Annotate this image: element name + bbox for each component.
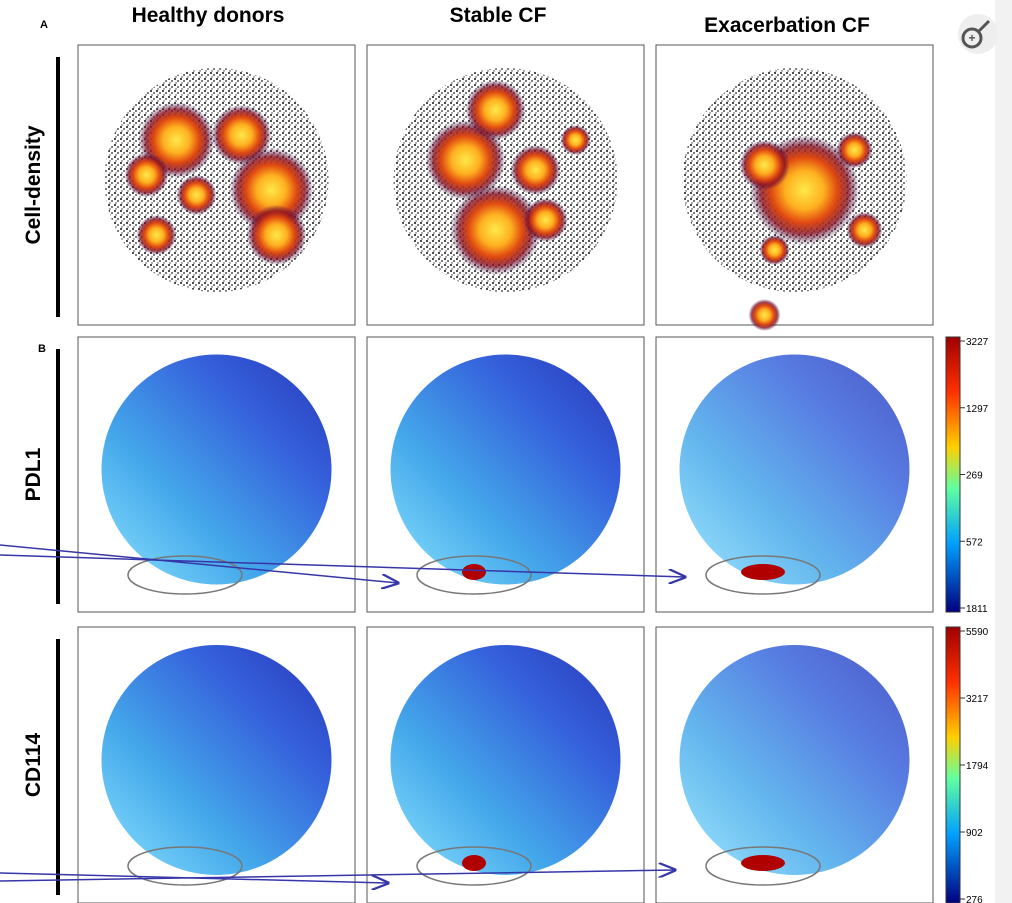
row-label: Cell-density [22,125,45,244]
density-blob [247,205,307,265]
colorbar-label: 3227 [966,337,989,348]
density-blob [760,235,790,265]
row-bar [56,639,60,895]
outlier-population [741,855,785,871]
colorbar-label: 3217 [966,694,989,705]
column-title: Healthy donors [132,4,285,27]
outlier-population [462,855,486,871]
marker-cloud [680,645,910,875]
density-blob [137,215,177,255]
colorbar-label: 1811 [966,604,988,615]
plot-panel [78,337,355,612]
plot-panel [656,45,933,331]
outlier-population [462,564,486,580]
density-blob [740,140,790,190]
plot-panel [78,45,355,325]
scroll-gutter [995,0,1012,903]
colorbar-label: 5590 [966,627,989,638]
density-blob [524,198,568,242]
row-bar [56,57,60,317]
density-blob [749,299,781,331]
density-blob [837,132,873,168]
panel-label: B [38,343,46,355]
colorbar [946,627,960,903]
colorbar-label: 269 [966,471,983,482]
density-blob [125,153,169,197]
plot-panel [367,45,644,325]
marker-cloud [102,645,332,875]
colorbar-label: 1794 [966,761,989,772]
plot-panel [367,627,644,903]
svg-text:+: + [968,31,975,45]
colorbar [946,337,960,612]
panel-label: A [40,19,48,31]
row-label: CD114 [22,733,45,798]
density-blob [177,175,217,215]
plot-panel [78,627,355,903]
marker-cloud [391,355,621,585]
figure: + A B Healthy donors Stable CF Exacerbatio… [0,0,1012,903]
outlier-population [741,564,785,580]
zoom-button[interactable]: + [958,14,998,54]
plot-panel [656,627,933,903]
row-label: PDL1 [22,447,45,501]
column-title: Stable CF [450,4,547,27]
row-bar [56,349,60,604]
density-blob [466,80,526,140]
column-title: Exacerbation CF [704,14,870,37]
marker-cloud [102,355,332,585]
colorbar-label: 902 [966,828,983,839]
plot-panel [656,337,933,612]
density-blob [511,145,561,195]
density-blob [561,125,591,155]
colorbar-label: 276 [966,895,983,903]
density-blob [847,212,883,248]
colorbar-label: 1297 [966,404,989,415]
marker-cloud [680,355,910,585]
colorbar-label: 572 [966,537,983,548]
marker-cloud [391,645,621,875]
